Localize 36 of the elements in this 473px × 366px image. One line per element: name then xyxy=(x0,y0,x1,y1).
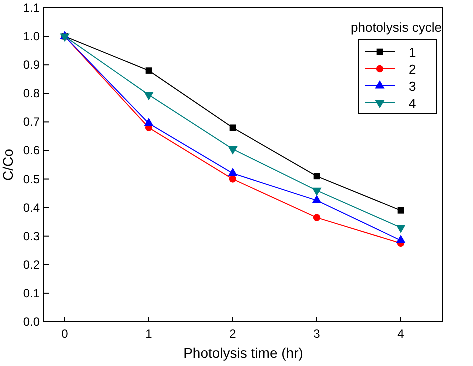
y-tick-label: 0.4 xyxy=(23,200,40,215)
point xyxy=(144,92,154,101)
y-tick-label: 0.5 xyxy=(23,172,40,186)
legend-title: photolysis cycle xyxy=(351,20,442,35)
y-tick-label: 0.9 xyxy=(23,58,40,72)
y-axis-title: C/Co xyxy=(0,148,16,181)
legend-label: 1 xyxy=(409,45,416,60)
point xyxy=(312,188,322,196)
point xyxy=(396,235,406,244)
point xyxy=(146,68,152,74)
y-tick-label: 0.6 xyxy=(23,144,40,158)
point xyxy=(313,214,321,222)
legend-label: 4 xyxy=(409,96,416,111)
x-tick-label: 3 xyxy=(314,327,321,341)
point xyxy=(228,146,238,155)
y-tick-label: 1.0 xyxy=(23,30,40,44)
x-axis-title: Photolysis time (hr) xyxy=(184,345,304,361)
y-tick-label: 0.7 xyxy=(23,115,40,130)
y-tick-label: 0.1 xyxy=(23,286,40,300)
x-tick-label: 0 xyxy=(62,327,69,341)
y-tick-label: 0.0 xyxy=(23,315,40,329)
y-tick-label: 1.1 xyxy=(23,1,40,15)
point xyxy=(398,208,404,214)
y-tick-label: 0.2 xyxy=(23,258,40,272)
x-tick-label: 2 xyxy=(230,327,237,341)
point xyxy=(312,195,322,204)
x-tick-label: 1 xyxy=(146,327,153,341)
point xyxy=(230,124,236,132)
point xyxy=(228,168,238,176)
y-tick-label: 0.3 xyxy=(23,229,40,244)
legend-label: 2 xyxy=(409,62,416,77)
point xyxy=(314,173,320,180)
point xyxy=(229,176,237,183)
legend-label: 3 xyxy=(409,79,416,94)
x-tick-label: 4 xyxy=(398,327,405,341)
y-tick-label: 0.8 xyxy=(23,86,40,101)
